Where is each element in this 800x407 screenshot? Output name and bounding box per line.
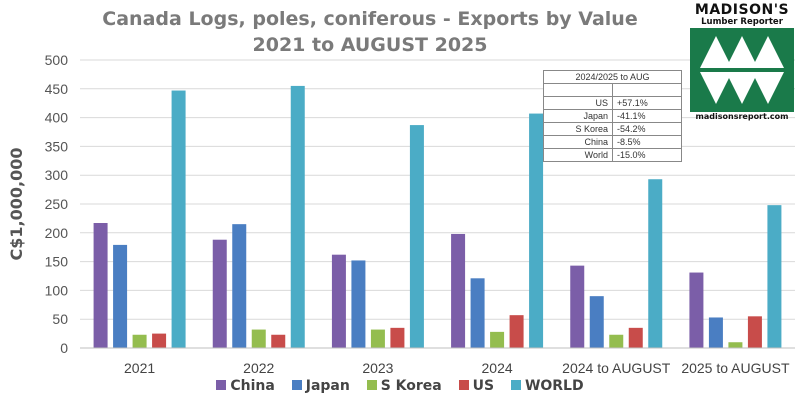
bar-japan bbox=[232, 224, 247, 348]
y-tick-label: 300 bbox=[45, 167, 69, 183]
bar-china bbox=[689, 272, 704, 348]
change-label: S Korea bbox=[543, 122, 613, 136]
change-value: -8.5% bbox=[612, 135, 682, 149]
bar-china bbox=[331, 254, 346, 348]
legend-label: Japan bbox=[305, 378, 350, 394]
change-label: Japan bbox=[543, 109, 613, 123]
bar-us bbox=[628, 327, 643, 348]
legend-label: US bbox=[472, 378, 495, 394]
bar-world bbox=[409, 125, 424, 348]
x-tick-label: 2024 bbox=[482, 360, 513, 376]
change-row-s-korea: S Korea -54.2% bbox=[543, 122, 682, 136]
legend-item-s-korea: S Korea bbox=[366, 378, 442, 394]
y-tick-label: 100 bbox=[45, 282, 69, 298]
x-tick-label: 2024 to AUGUST bbox=[562, 360, 671, 376]
change-value: +57.1% bbox=[612, 96, 682, 110]
legend-item-world: WORLD bbox=[510, 378, 584, 394]
change-table: 2024/2025 to AUG US +57.1% Japan -41.1% S … bbox=[543, 70, 682, 162]
chart-title: Canada Logs, poles, coniferous - Exports… bbox=[102, 8, 638, 30]
change-label: US bbox=[543, 96, 613, 110]
legend-swatch bbox=[216, 380, 227, 390]
bar-s-korea bbox=[609, 334, 624, 348]
change-label: World bbox=[543, 148, 613, 162]
legend-label: S Korea bbox=[380, 378, 442, 394]
legend-label: China bbox=[230, 378, 275, 394]
y-tick-label: 50 bbox=[52, 311, 68, 327]
change-label: China bbox=[543, 135, 613, 149]
madisons-logo: MADISON'S Lumber Reporter madisonsreport… bbox=[686, 2, 798, 122]
legend-swatch bbox=[510, 380, 521, 390]
y-tick-label: 150 bbox=[45, 254, 69, 270]
legend-item-japan: Japan bbox=[291, 378, 350, 394]
change-value: -15.0% bbox=[612, 148, 682, 162]
y-tick-label: 450 bbox=[45, 81, 69, 97]
x-tick-label: 2021 bbox=[124, 360, 155, 376]
logo-site: madisonsreport.com bbox=[695, 112, 789, 121]
bar-us bbox=[271, 334, 286, 348]
bar-china bbox=[451, 233, 466, 348]
legend: China Japan S Korea US WORLD bbox=[0, 378, 800, 394]
chart-subtitle: 2021 to AUGUST 2025 bbox=[252, 34, 488, 56]
bar-china bbox=[570, 265, 585, 348]
legend-label: WORLD bbox=[524, 378, 584, 394]
logo-tagline: Lumber Reporter bbox=[701, 17, 783, 27]
x-tick-label: 2022 bbox=[243, 360, 274, 376]
change-row-us: US +57.1% bbox=[543, 96, 682, 110]
y-axis-label: C$1,000,000 bbox=[7, 148, 26, 261]
logo-brand-name: MADISON'S bbox=[694, 2, 790, 18]
legend-item-china: China bbox=[216, 378, 275, 394]
bar-japan bbox=[589, 296, 604, 348]
y-tick-label: 500 bbox=[45, 52, 69, 68]
x-tick-label: 2023 bbox=[362, 360, 393, 376]
y-tick-label: 400 bbox=[45, 110, 69, 126]
y-tick-label: 350 bbox=[45, 138, 69, 154]
change-value: -41.1% bbox=[612, 109, 682, 123]
bar-japan bbox=[708, 317, 723, 348]
change-row-china: China -8.5% bbox=[543, 135, 682, 149]
bar-world bbox=[648, 179, 663, 348]
bar-us bbox=[509, 315, 524, 348]
bar-s-korea bbox=[490, 331, 505, 348]
bar-us bbox=[152, 333, 167, 348]
bar-china bbox=[212, 239, 227, 348]
bar-s-korea bbox=[728, 342, 743, 348]
bar-japan bbox=[351, 260, 366, 348]
bar-world bbox=[171, 90, 186, 348]
legend-item-us: US bbox=[458, 378, 495, 394]
bar-world bbox=[290, 85, 305, 349]
bar-japan bbox=[113, 244, 128, 348]
bar-world bbox=[529, 113, 544, 349]
bar-us bbox=[747, 316, 762, 348]
y-tick-label: 250 bbox=[45, 196, 69, 212]
bar-s-korea bbox=[132, 334, 147, 348]
legend-swatch bbox=[291, 380, 302, 390]
change-table-header: 2024/2025 to AUG bbox=[543, 70, 682, 84]
bar-s-korea bbox=[370, 329, 385, 348]
legend-swatch bbox=[366, 380, 377, 390]
bar-s-korea bbox=[251, 329, 266, 348]
logo-trees-icon bbox=[690, 28, 794, 112]
y-tick-label: 0 bbox=[60, 340, 68, 356]
bar-us bbox=[390, 327, 405, 348]
bar-japan bbox=[470, 278, 485, 348]
legend-swatch bbox=[458, 380, 469, 390]
change-value: -54.2% bbox=[612, 122, 682, 136]
bar-world bbox=[767, 205, 782, 348]
change-row-world: World -15.0% bbox=[543, 148, 682, 162]
change-row-japan: Japan -41.1% bbox=[543, 109, 682, 123]
x-tick-label: 2025 to AUGUST bbox=[681, 360, 790, 376]
y-tick-label: 200 bbox=[45, 225, 69, 241]
bar-china bbox=[93, 223, 108, 348]
